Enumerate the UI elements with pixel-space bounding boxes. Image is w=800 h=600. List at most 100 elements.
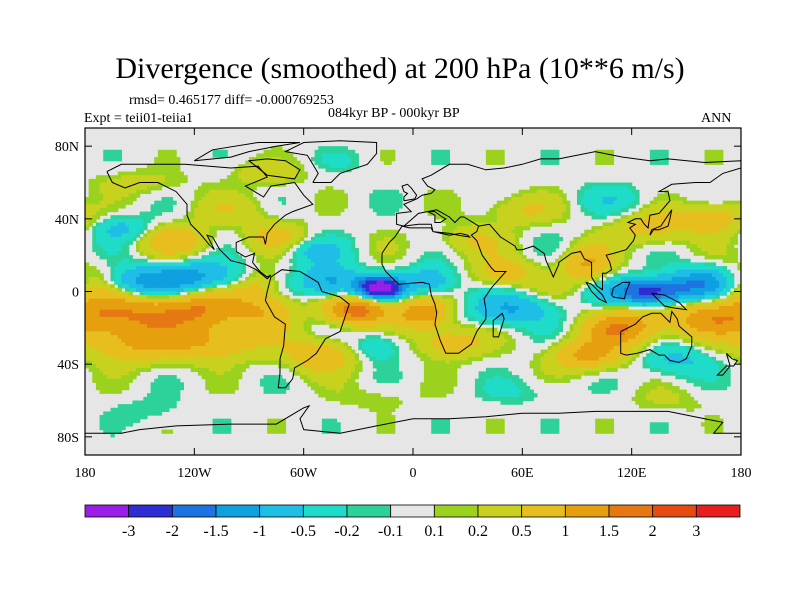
field-cell: [136, 266, 141, 271]
field-cell: [318, 247, 323, 253]
field-cell: [653, 240, 658, 245]
field-cell: [351, 295, 356, 300]
field-cell: [500, 266, 505, 271]
field-cell: [238, 207, 243, 213]
field-cell: [464, 251, 469, 256]
field-cell: [263, 251, 268, 256]
field-cell: [361, 302, 367, 307]
field-cell: [157, 244, 163, 249]
field-cell: [697, 204, 702, 209]
field-cell: [172, 291, 177, 296]
field-cell: [321, 258, 327, 264]
field-cell: [675, 287, 680, 293]
field-cell: [238, 171, 243, 176]
field-cell: [617, 247, 622, 253]
field-cell: [726, 258, 731, 264]
field-cell: [128, 258, 133, 264]
field-cell: [103, 255, 108, 260]
field-cell: [212, 218, 217, 224]
field-cell: [405, 295, 410, 300]
field-cell: [569, 291, 574, 296]
field-cell: [249, 287, 254, 293]
field-cell: [697, 211, 702, 216]
field-cell: [110, 175, 115, 180]
field-cell: [154, 164, 159, 169]
field-cell: [314, 157, 319, 162]
field-cell: [715, 218, 720, 224]
field-cell: [132, 178, 137, 184]
field-cell: [99, 251, 104, 256]
field-cell: [657, 222, 662, 227]
field-cell: [332, 244, 338, 249]
field-cell: [143, 178, 148, 184]
field-cell: [161, 280, 166, 285]
field-cell: [394, 302, 400, 307]
field-cell: [165, 269, 170, 274]
field-cell: [347, 295, 352, 300]
field-cell: [715, 273, 720, 278]
field-cell: [114, 273, 119, 278]
field-cell: [504, 207, 509, 213]
field-cell: [230, 247, 236, 253]
field-cell: [274, 146, 279, 151]
field-cell: [427, 204, 432, 209]
field-cell: [387, 276, 392, 282]
field-cell: [489, 280, 494, 285]
field-cell: [274, 240, 279, 245]
field-cell: [394, 284, 400, 289]
field-cell: [467, 273, 472, 278]
field-cell: [303, 255, 308, 260]
field-cell: [609, 295, 615, 300]
field-cell: [704, 204, 709, 209]
field-cell: [303, 244, 308, 249]
field-cell: [238, 284, 243, 289]
field-cell: [591, 237, 596, 242]
field-cell: [511, 298, 516, 303]
field-cell: [300, 237, 305, 242]
field-cell: [387, 157, 392, 162]
field-cell: [88, 302, 93, 307]
field-cell: [449, 295, 454, 300]
field-cell: [620, 291, 625, 296]
field-cell: [638, 276, 644, 282]
field-cell: [176, 218, 181, 224]
field-cell: [234, 193, 239, 198]
field-cell: [121, 222, 126, 227]
field-cell: [518, 211, 523, 216]
field-cell: [555, 197, 560, 202]
field-cell: [325, 146, 330, 151]
field-cell: [551, 280, 556, 285]
field-cell: [183, 178, 188, 184]
field-cell: [143, 211, 148, 216]
field-cell: [577, 200, 582, 205]
field-cell: [205, 284, 210, 289]
field-cell: [197, 266, 203, 271]
field-cell: [380, 189, 385, 194]
field-cell: [464, 255, 469, 260]
field-cell: [314, 273, 319, 278]
field-cell: [136, 258, 141, 264]
field-cell: [485, 287, 491, 293]
field-cell: [289, 178, 294, 184]
field-cell: [106, 175, 112, 180]
field-cell: [442, 298, 447, 303]
field-cell: [146, 233, 152, 238]
field-cell: [387, 295, 392, 300]
field-cell: [372, 204, 378, 209]
field-cell: [719, 240, 724, 245]
field-cell: [383, 207, 389, 213]
field-cell: [525, 200, 531, 205]
field-cell: [369, 244, 374, 249]
field-cell: [376, 244, 381, 249]
field-cell: [668, 302, 673, 307]
field-cell: [478, 222, 483, 227]
field-cell: [121, 175, 126, 180]
field-cell: [624, 200, 629, 205]
field-cell: [657, 237, 662, 242]
field-cell: [314, 251, 319, 256]
field-cell: [336, 240, 341, 245]
field-cell: [580, 200, 585, 205]
field-cell: [584, 295, 589, 300]
field-cell: [434, 251, 440, 256]
field-cell: [190, 229, 195, 234]
